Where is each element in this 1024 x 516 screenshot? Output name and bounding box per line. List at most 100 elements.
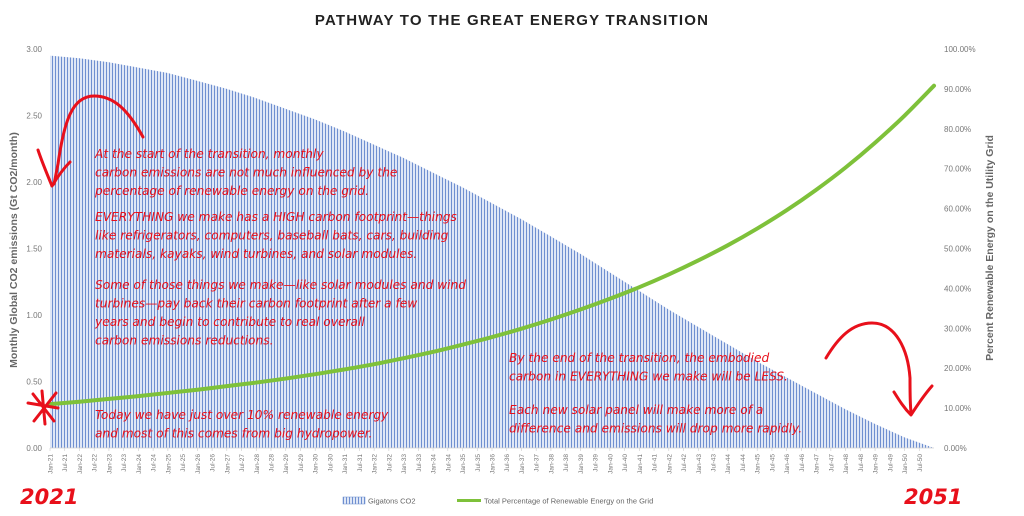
x-tick-label: Jan-38: [548, 454, 555, 474]
x-tick-label: Jul-21: [62, 454, 69, 472]
annotation-payback-note-line: years and begin to contribute to real ov…: [94, 315, 365, 329]
x-tick-label: Jan-33: [401, 454, 408, 474]
x-tick-label: Jan-45: [755, 454, 762, 474]
year-start-label: 2021: [20, 485, 78, 509]
x-tick-label: Jul-26: [210, 454, 217, 472]
x-tick-label: Jan-44: [725, 454, 732, 474]
x-tick-label: Jan-46: [784, 454, 791, 474]
chart-title: PATHWAY TO THE GREAT ENERGY TRANSITION: [315, 12, 709, 29]
x-tick-label: Jan-32: [372, 454, 379, 474]
x-tick-label: Jan-27: [224, 454, 231, 474]
x-tick-label: Jan-43: [696, 454, 703, 474]
x-axis-ticks: Jan-21 Jul-21 Jan-22 Jul-22 Jan-23 Jul-23 Jan-…: [48, 448, 924, 474]
year-end-label: 2051: [904, 485, 962, 509]
x-tick-label: Jul-41: [652, 454, 659, 472]
annotation-start-note-line: At the start of the transition, monthly: [94, 147, 324, 161]
x-tick-label: Jul-28: [269, 454, 276, 472]
x-tick-label: Jul-25: [180, 454, 187, 472]
x-tick-label: Jan-42: [666, 454, 673, 474]
y-tick-right: 60.00%: [944, 205, 971, 214]
x-tick-label: Jul-36: [504, 454, 511, 472]
y-tick-left: 1.50: [26, 245, 42, 254]
x-tick-label: Jan-30: [313, 454, 320, 474]
x-tick-label: Jan-31: [342, 454, 349, 474]
x-tick-label: Jul-44: [740, 454, 747, 472]
end-arrowhead: [892, 384, 934, 417]
legend: Gigatons CO2 Total Percentage of Renewab…: [342, 496, 653, 506]
x-tick-label: Jan-23: [106, 454, 113, 474]
x-tick-label: Jul-33: [416, 454, 423, 472]
x-tick-label: Jul-38: [563, 454, 570, 472]
annotation-start-note-line: percentage of renewable energy on the gr…: [94, 184, 369, 198]
y-tick-right: 10.00%: [944, 404, 971, 413]
y-tick-right: 100.00%: [944, 45, 976, 54]
y-tick-right: 20.00%: [944, 364, 971, 373]
x-tick-label: Jul-45: [769, 454, 776, 472]
y-tick-right: 40.00%: [944, 284, 971, 293]
y-tick-left: 2.00: [26, 178, 42, 187]
annotation-everything-note-line: materials, kayaks, wind turbines, and so…: [95, 247, 417, 261]
y-tick-right: 90.00%: [944, 85, 971, 94]
x-tick-label: Jan-39: [578, 454, 585, 474]
x-tick-label: Jul-24: [151, 454, 158, 472]
x-tick-label: Jul-35: [475, 454, 482, 472]
y-tick-left: 3.00: [26, 45, 42, 54]
left-axis-ticks: 0.00 0.50 1.00 1.50 2.00 2.50 3.00: [26, 45, 42, 453]
x-tick-label: Jan-48: [843, 454, 850, 474]
x-tick-label: Jul-34: [445, 454, 452, 472]
x-tick-label: Jul-42: [681, 454, 688, 472]
annotation-payback-note-line: carbon emissions reductions.: [95, 334, 273, 348]
x-tick-label: Jul-47: [828, 454, 835, 472]
annotation-end-note-line: carbon in EVERYTHING we make will be LES…: [509, 370, 788, 384]
x-tick-label: Jul-22: [92, 454, 99, 472]
x-tick-label: Jan-47: [814, 454, 821, 474]
x-tick-label: Jul-46: [799, 454, 806, 472]
x-tick-label: Jan-28: [254, 454, 261, 474]
y-tick-left: 1.00: [26, 311, 42, 320]
legend-swatch-gigatons: [342, 496, 366, 505]
annotations: At the start of the transition, monthly c…: [94, 147, 802, 441]
x-tick-label: Jul-31: [357, 454, 364, 472]
x-tick-label: Jan-36: [490, 454, 497, 474]
y-tick-right: 80.00%: [944, 125, 971, 134]
x-tick-label: Jan-50: [902, 454, 909, 474]
x-tick-label: Jan-40: [607, 454, 614, 474]
x-tick-label: Jul-32: [386, 454, 393, 472]
y-tick-right: 0.00%: [944, 444, 967, 453]
x-tick-label: Jan-41: [637, 454, 644, 474]
start-arrowhead: [36, 148, 72, 188]
x-tick-label: Jul-30: [327, 454, 334, 472]
legend-label-renewable: Total Percentage of Renewable Energy on …: [484, 497, 653, 506]
y-axis-label-left: Monthly Global CO2 emissions (Gt CO2/mon…: [8, 132, 20, 368]
x-tick-label: Jan-25: [165, 454, 172, 474]
legend-label-gigatons: Gigatons CO2: [368, 497, 416, 506]
x-tick-label: Jan-24: [136, 454, 143, 474]
annotation-start-note-line: carbon emissions are not much influenced…: [95, 166, 397, 180]
y-tick-right: 50.00%: [944, 245, 971, 254]
annotation-end-note-line: By the end of the transition, the embodi…: [509, 351, 770, 365]
x-tick-label: Jul-40: [622, 454, 629, 472]
x-tick-label: Jul-43: [711, 454, 718, 472]
start-marker-star: [26, 389, 60, 426]
annotation-everything-note-line: like refrigerators, computers, baseball …: [95, 229, 449, 243]
x-tick-label: Jan-26: [195, 454, 202, 474]
x-tick-label: Jul-49: [887, 454, 894, 472]
x-tick-label: Jul-48: [858, 454, 865, 472]
x-tick-label: Jul-37: [534, 454, 541, 472]
end-arrow: [824, 321, 913, 414]
y-tick-right: 70.00%: [944, 165, 971, 174]
x-tick-label: Jul-23: [121, 454, 128, 472]
x-tick-label: Jan-35: [460, 454, 467, 474]
series-gigatons-area: [50, 55, 934, 449]
annotation-today-note-line: Today we have just over 10% renewable en…: [95, 408, 389, 422]
y-tick-left: 0.50: [26, 378, 42, 387]
y-tick-left: 0.00: [26, 444, 42, 453]
annotation-everything-note-line: EVERYTHING we make has a HIGH carbon foo…: [95, 210, 458, 224]
y-tick-left: 2.50: [26, 112, 42, 121]
x-tick-label: Jan-34: [431, 454, 438, 474]
annotation-today-note-line: and most of this comes from big hydropow…: [95, 427, 372, 441]
annotation-solar-note-line: difference and emissions will drop more …: [509, 422, 802, 436]
x-tick-label: Jul-39: [593, 454, 600, 472]
annotation-solar-note-line: Each new solar panel will make more of a: [509, 403, 763, 417]
